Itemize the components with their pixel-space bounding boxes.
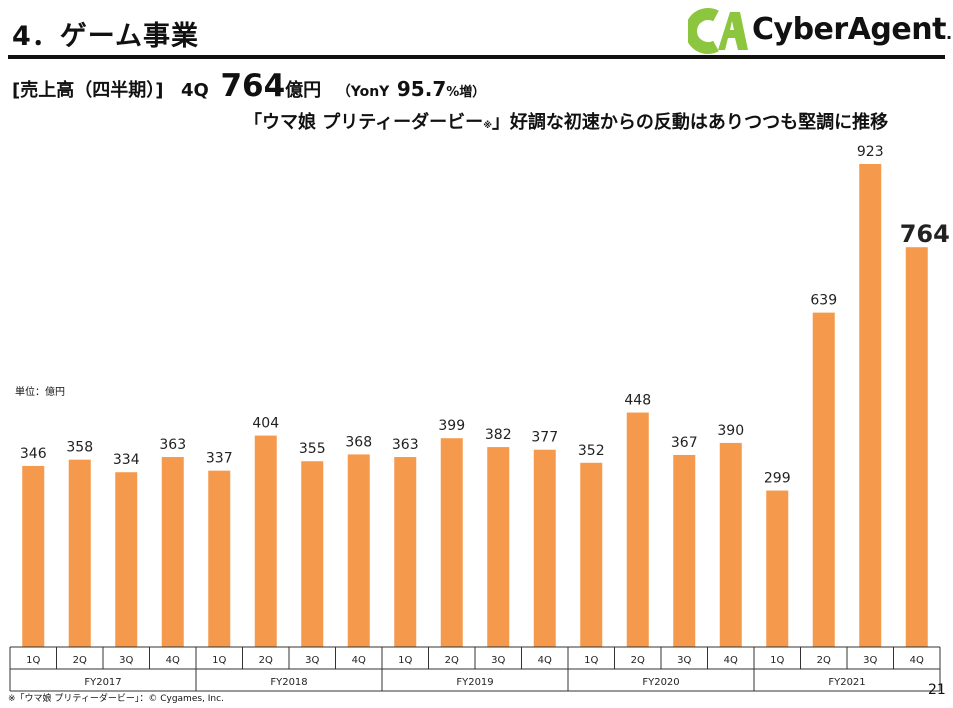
page-title: 4．ゲーム事業: [12, 21, 199, 52]
data-label: 390: [717, 423, 744, 439]
group-label: FY2019: [456, 677, 493, 688]
data-label: 764: [900, 220, 950, 248]
data-label: 363: [392, 437, 419, 453]
bar: [812, 312, 835, 647]
group-label: FY2017: [84, 677, 121, 688]
bar: [766, 490, 789, 647]
data-label: 334: [113, 452, 140, 468]
x-tick-label: 1Q: [398, 655, 412, 666]
data-label: 382: [485, 427, 512, 443]
data-label: 358: [66, 440, 93, 456]
group-label: FY2021: [828, 677, 865, 688]
x-tick-label: 4Q: [538, 655, 552, 666]
bar: [68, 459, 91, 647]
x-tick-label: 1Q: [770, 655, 784, 666]
ca-logo-mark: [688, 8, 748, 54]
x-tick-label: 2Q: [73, 655, 87, 666]
subtitle: 「ウマ娘 プリティーダービー※」好調な初速からの反動はありつつも堅調に推移: [244, 112, 889, 133]
data-label: 923: [857, 144, 884, 160]
data-label: 337: [206, 451, 233, 467]
bar: [533, 449, 556, 647]
x-tick-label: 3Q: [305, 655, 319, 666]
bar: [626, 412, 649, 647]
group-label: FY2018: [270, 677, 307, 688]
data-label: 377: [531, 430, 558, 446]
bar: [22, 465, 45, 647]
yoy-unit: %増）: [446, 85, 486, 100]
data-label: 352: [578, 443, 605, 459]
x-tick-label: 2Q: [445, 655, 459, 666]
x-tick-label: 4Q: [352, 655, 366, 666]
yoy-label: （YonY: [336, 84, 390, 100]
x-tick-label: 1Q: [584, 655, 598, 666]
title-divider: [8, 55, 945, 59]
logo-wordmark: CyberAgent.: [752, 12, 952, 47]
data-label: 404: [252, 416, 279, 432]
copyright-footnote: ※「ウマ娘 プリティーダービー」：© Cygames, Inc.: [8, 694, 224, 704]
data-label: 355: [299, 441, 326, 457]
x-tick-label: 2Q: [259, 655, 273, 666]
data-label: 367: [671, 435, 698, 451]
bar: [673, 454, 696, 647]
summary-label: [売上高（四半期）]: [12, 80, 164, 101]
page-number: 21: [928, 682, 946, 698]
bar: [859, 164, 882, 647]
x-tick-label: 2Q: [631, 655, 645, 666]
x-tick-label: 4Q: [910, 655, 924, 666]
group-label: FY2020: [642, 677, 679, 688]
summary-quarter: 4Q: [181, 80, 209, 101]
data-label: 299: [764, 471, 791, 487]
x-tick-label: 3Q: [863, 655, 877, 666]
revenue-summary: [売上高（四半期）] 4Q 764億円 （YonY 95.7%増）: [12, 68, 485, 104]
data-label: 639: [810, 293, 837, 309]
bar: [719, 442, 742, 647]
x-tick-label: 3Q: [491, 655, 505, 666]
bar: [161, 457, 184, 647]
bar: [905, 247, 928, 648]
bar: [394, 457, 417, 647]
data-label: 363: [159, 437, 186, 453]
summary-value: 764: [220, 68, 286, 104]
bar: [254, 435, 277, 647]
bar: [440, 438, 463, 647]
bar: [487, 447, 510, 647]
data-label: 399: [438, 418, 465, 434]
bar: [580, 462, 603, 647]
x-tick-label: 3Q: [119, 655, 133, 666]
x-tick-label: 3Q: [677, 655, 691, 666]
data-label: 448: [624, 393, 651, 409]
x-tick-label: 4Q: [166, 655, 180, 666]
yoy-value: 95.7: [396, 77, 447, 101]
summary-unit: 億円: [285, 80, 322, 101]
x-tick-label: 4Q: [724, 655, 738, 666]
bar: [347, 454, 370, 647]
data-label: 346: [20, 446, 47, 462]
bar: [115, 472, 138, 647]
x-tick-label: 1Q: [26, 655, 40, 666]
x-tick-label: 1Q: [212, 655, 226, 666]
cyberagent-logo: CyberAgent.: [688, 8, 952, 54]
bar: [208, 470, 231, 647]
x-tick-label: 2Q: [817, 655, 831, 666]
unit-label: 単位：億円: [15, 387, 65, 398]
bar: [301, 461, 324, 647]
data-label: 368: [345, 434, 372, 450]
